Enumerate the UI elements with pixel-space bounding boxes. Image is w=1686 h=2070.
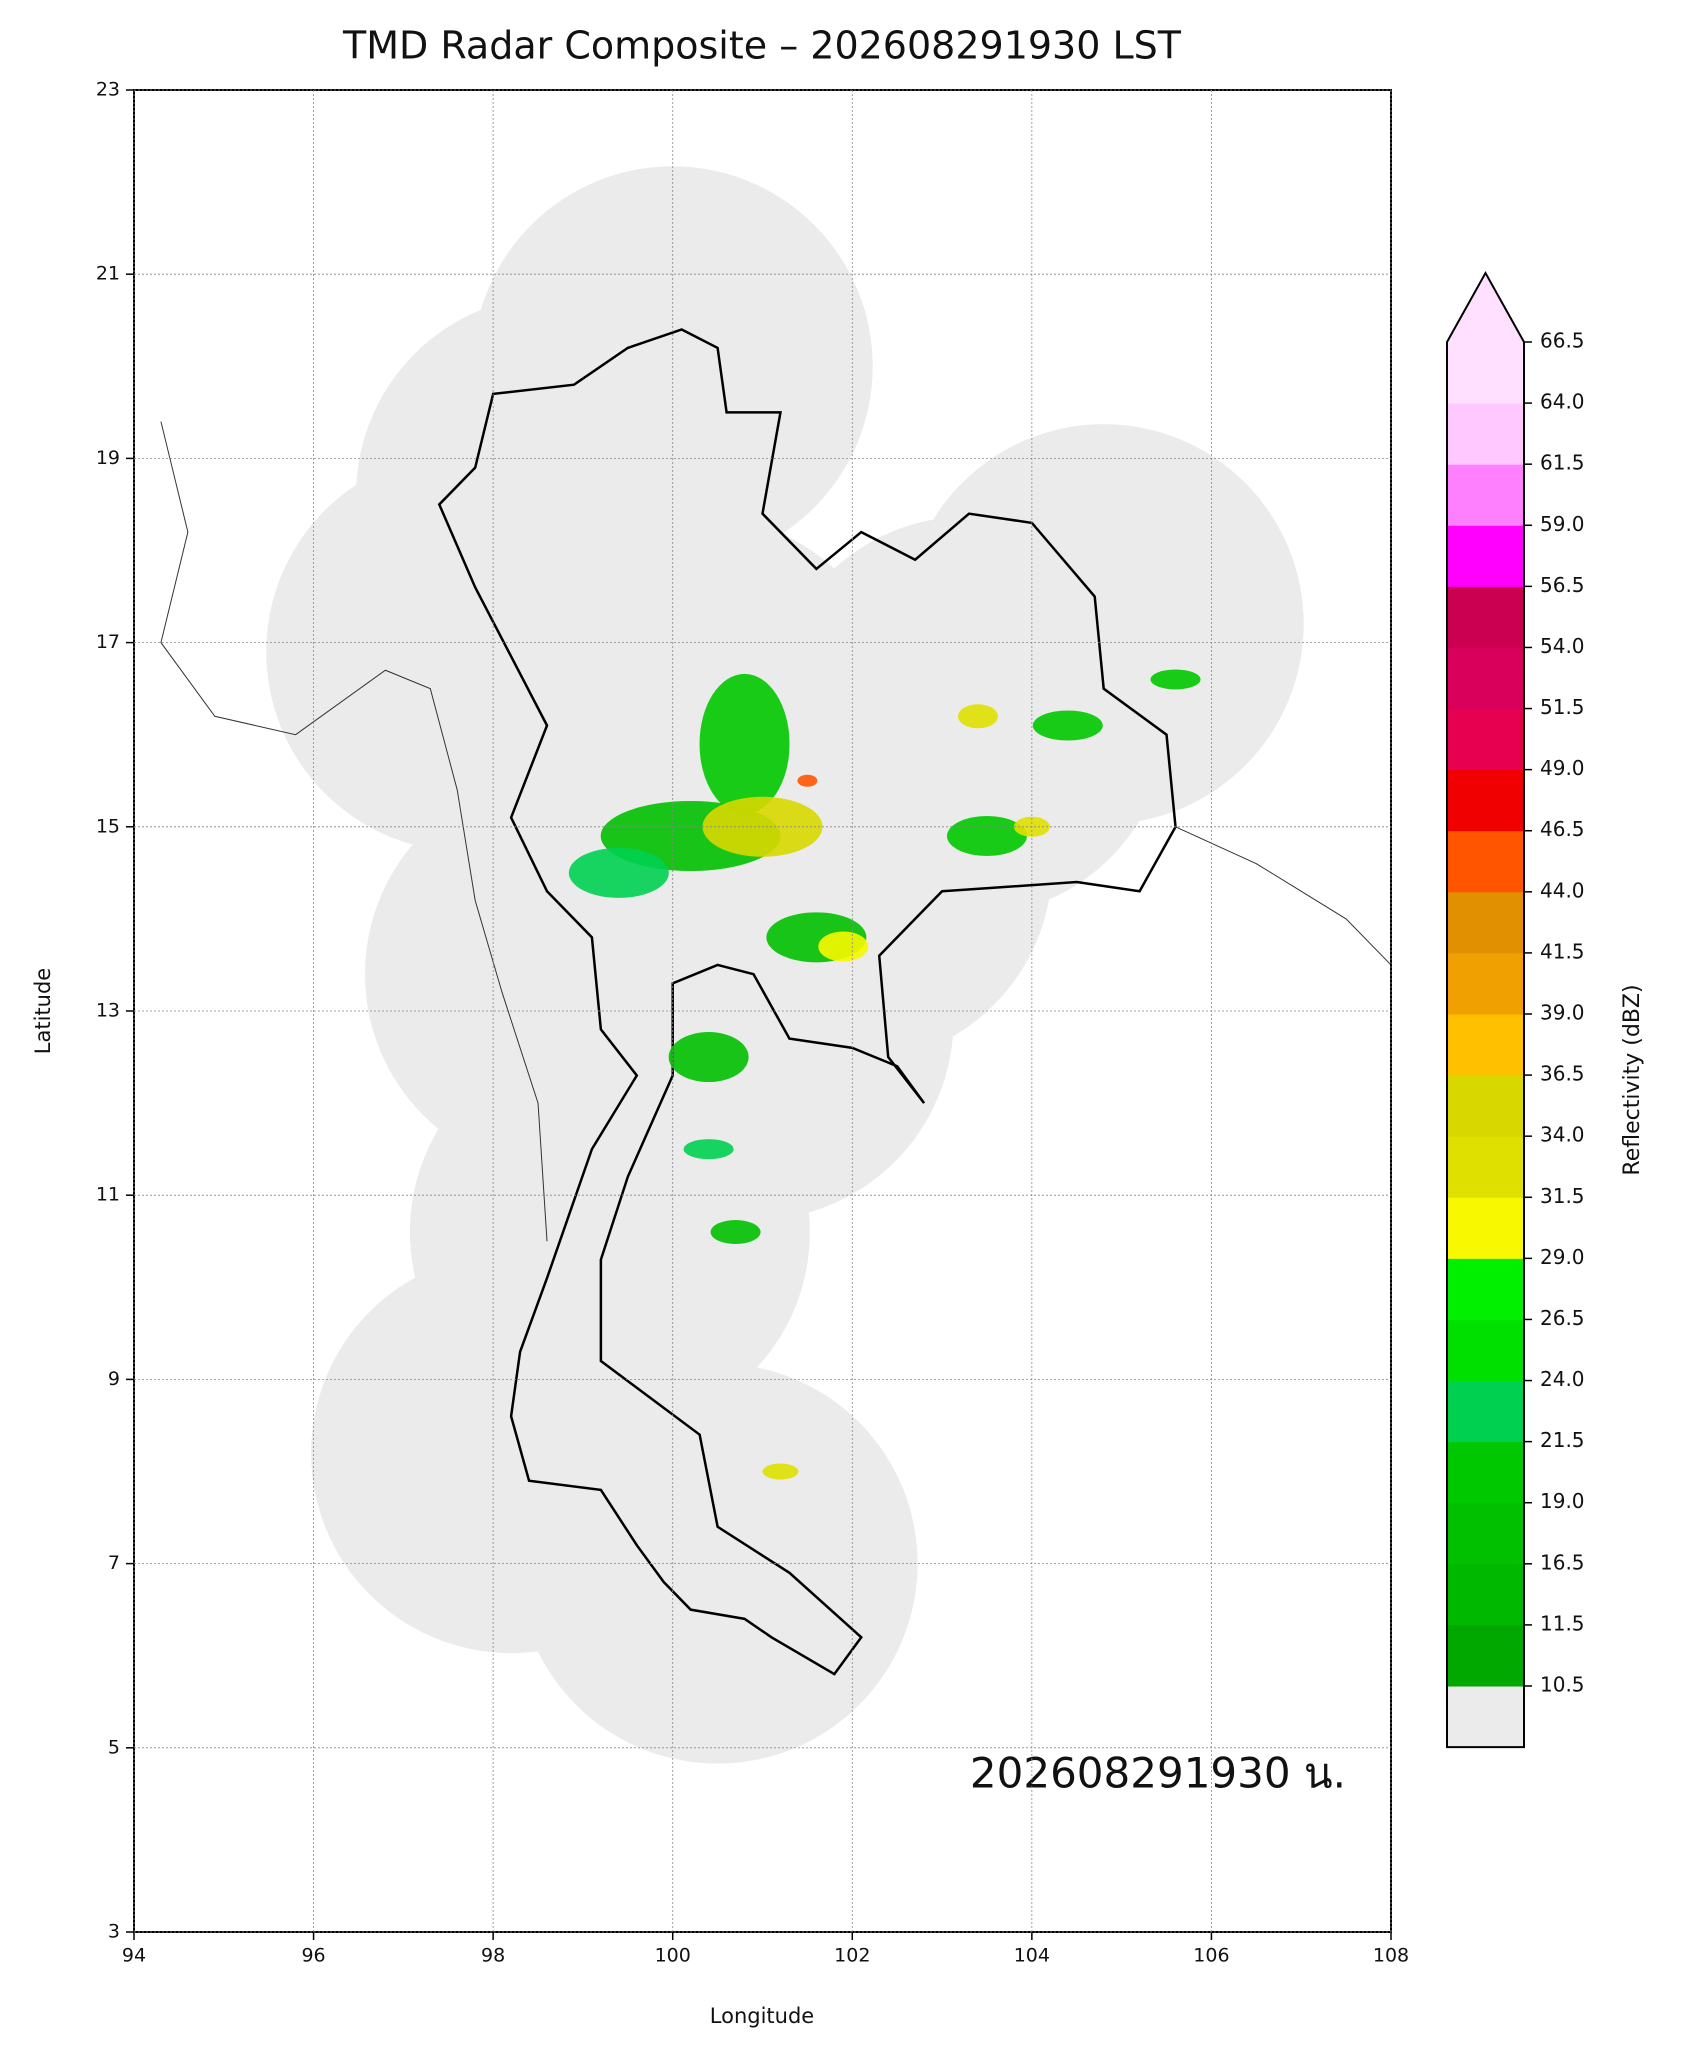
colorbar-segment — [1447, 525, 1524, 587]
colorbar-tick-label: 21.5 — [1540, 1428, 1585, 1452]
colorbar-segment — [1447, 1502, 1524, 1565]
colorbar-segment — [1447, 1014, 1524, 1076]
x-tick-label: 96 — [301, 1945, 325, 1967]
colorbar-segment — [1447, 830, 1524, 893]
colorbar-segment — [1447, 891, 1524, 954]
y-tick-label: 15 — [96, 815, 120, 837]
radar-echo — [568, 847, 669, 898]
colorbar-segment — [1447, 403, 1524, 465]
x-tick-label: 100 — [655, 1945, 691, 1967]
country-border — [437, 328, 1177, 1676]
colorbar-tick-label: 31.5 — [1540, 1184, 1585, 1208]
x-tick-label: 94 — [122, 1945, 146, 1967]
colorbar-segment — [1447, 1319, 1524, 1382]
colorbar-segment — [1447, 1563, 1524, 1626]
colorbar-tick-label: 54.0 — [1540, 634, 1585, 658]
colorbar-over — [1447, 273, 1524, 342]
colorbar-frame — [1446, 270, 1525, 1749]
x-tick-label: 102 — [834, 1945, 870, 1967]
radar-echo — [1150, 669, 1201, 690]
colorbar-tick-label: 64.0 — [1540, 390, 1585, 414]
y-tick-label: 11 — [96, 1184, 120, 1206]
colorbar-segment — [1447, 464, 1524, 526]
colorbar-under — [1447, 1686, 1524, 1748]
colorbar-label: Reflectivity (dBZ) — [1620, 984, 1645, 1175]
colorbar-tick-label: 49.0 — [1540, 756, 1585, 780]
colorbar-tick-label: 10.5 — [1540, 1673, 1585, 1697]
colorbar-segment — [1447, 769, 1524, 832]
x-tick-label: 104 — [1014, 1945, 1050, 1967]
y-tick-label: 3 — [108, 1921, 120, 1943]
colorbar-tick-label: 36.5 — [1540, 1062, 1585, 1086]
colorbar-tick-label: 19.0 — [1540, 1489, 1585, 1513]
y-tick-label: 5 — [108, 1736, 120, 1758]
x-axis-label: Longitude — [710, 2004, 814, 2028]
radar-echo — [699, 673, 790, 814]
colorbar-tick-label: 26.5 — [1540, 1306, 1585, 1330]
radar-echo — [1032, 710, 1103, 741]
radar-echo — [668, 1032, 749, 1083]
radar-echo — [957, 704, 998, 729]
colorbar-segment — [1447, 1197, 1524, 1259]
y-tick-label: 23 — [96, 79, 120, 101]
timestamp-annotation: 202608291930 น. — [970, 1749, 1346, 1798]
colorbar-segment — [1447, 1075, 1524, 1137]
colorbar-segment — [1447, 952, 1524, 1015]
x-tick-label: 106 — [1193, 1945, 1229, 1967]
colorbar-segment — [1447, 342, 1524, 404]
colorbar-tick-label: 44.0 — [1540, 878, 1585, 902]
colorbar-segment — [1447, 1136, 1524, 1198]
colorbar-segment — [1447, 708, 1524, 771]
radar-coverage — [517, 1363, 918, 1764]
radar-echo — [710, 1220, 761, 1245]
chart-title: TMD Radar Composite – 202608291930 LST — [342, 24, 1182, 68]
colorbar-segment — [1447, 1258, 1524, 1320]
x-tick-label: 98 — [481, 1945, 505, 1967]
radar-echo — [797, 774, 818, 787]
colorbar-segment — [1447, 586, 1524, 648]
colorbar-tick-label: 46.5 — [1540, 817, 1585, 841]
colorbar-segment — [1447, 1624, 1524, 1687]
x-tick-label: 108 — [1373, 1945, 1409, 1967]
radar-echo — [762, 1463, 799, 1480]
map-area — [134, 90, 1391, 1932]
y-tick-label: 7 — [108, 1552, 120, 1574]
colorbar-tick-label: 51.5 — [1540, 695, 1585, 719]
colorbar-segment — [1447, 647, 1524, 710]
radar-echo — [818, 931, 869, 962]
y-tick-label: 17 — [96, 631, 120, 653]
radar-echo — [946, 816, 1027, 857]
colorbar-tick-label: 59.0 — [1540, 512, 1585, 536]
colorbar-tick-label: 29.0 — [1540, 1245, 1585, 1269]
colorbar-tick-label: 16.5 — [1540, 1550, 1585, 1574]
y-tick-label: 13 — [96, 1000, 120, 1022]
colorbar-tick-label: 61.5 — [1540, 451, 1585, 475]
y-axis-label: Latitude — [31, 968, 55, 1054]
border-line — [1175, 826, 1391, 966]
coastline — [160, 421, 548, 1242]
colorbar-segment — [1447, 1441, 1524, 1504]
colorbar-tick-label: 24.0 — [1540, 1367, 1585, 1391]
y-tick-label: 9 — [108, 1368, 120, 1390]
colorbar-tick-label: 39.0 — [1540, 1001, 1585, 1025]
y-tick-label: 21 — [96, 263, 120, 285]
colorbar-tick-label: 66.5 — [1540, 329, 1585, 353]
y-tick-label: 19 — [96, 447, 120, 469]
colorbar-tick-label: 56.5 — [1540, 573, 1585, 597]
colorbar-tick-label: 41.5 — [1540, 939, 1585, 963]
colorbar-tick-label: 11.5 — [1540, 1611, 1585, 1635]
colorbar-segment — [1447, 1380, 1524, 1443]
radar-echo — [683, 1139, 734, 1160]
colorbar-tick-label: 34.0 — [1540, 1123, 1585, 1147]
